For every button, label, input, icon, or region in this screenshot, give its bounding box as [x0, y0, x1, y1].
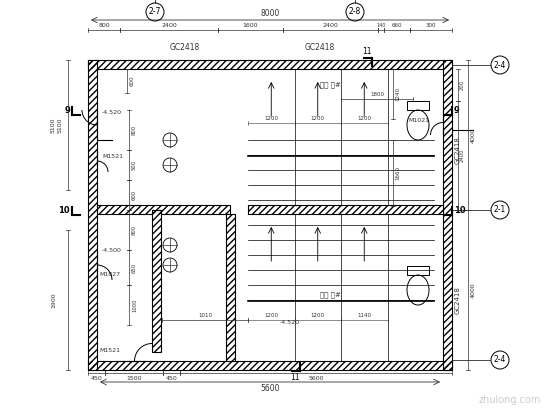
- Text: 排风 间#: 排风 间#: [320, 82, 340, 88]
- Text: -4.520: -4.520: [280, 320, 300, 325]
- Text: 2400: 2400: [460, 149, 465, 162]
- Bar: [443, 60, 452, 370]
- Text: 500: 500: [132, 160, 137, 170]
- Text: zhulong.com: zhulong.com: [479, 395, 541, 405]
- Text: 10: 10: [58, 206, 70, 215]
- Bar: [97, 205, 230, 214]
- Text: 300: 300: [426, 23, 436, 28]
- Bar: [443, 60, 452, 370]
- Bar: [152, 210, 161, 352]
- Text: 5100: 5100: [51, 117, 56, 133]
- Text: -4.500: -4.500: [102, 247, 122, 252]
- Bar: [88, 60, 97, 370]
- Text: 5600: 5600: [260, 384, 280, 393]
- Bar: [407, 101, 429, 110]
- Bar: [226, 214, 235, 361]
- Text: 1000: 1000: [132, 298, 137, 312]
- Text: 2-8: 2-8: [349, 8, 361, 16]
- Text: 450: 450: [91, 376, 102, 381]
- Bar: [97, 205, 230, 214]
- Bar: [152, 210, 161, 352]
- Text: 650: 650: [132, 262, 137, 273]
- Bar: [88, 361, 452, 370]
- Bar: [248, 205, 443, 214]
- Text: 5100: 5100: [58, 117, 63, 133]
- Text: 1600: 1600: [242, 23, 258, 28]
- Text: 1500: 1500: [126, 376, 142, 381]
- Text: 2400: 2400: [161, 23, 177, 28]
- Text: 9: 9: [64, 106, 70, 115]
- Text: GC2418: GC2418: [455, 136, 461, 164]
- Text: 450: 450: [166, 376, 178, 381]
- Text: GC2418: GC2418: [305, 42, 335, 52]
- Text: M1021: M1021: [408, 118, 429, 123]
- Text: 1200: 1200: [311, 116, 325, 121]
- Bar: [407, 266, 429, 275]
- Text: 1900: 1900: [51, 292, 56, 308]
- Text: 1200: 1200: [264, 116, 278, 121]
- Text: 140: 140: [376, 23, 386, 28]
- Text: M1521: M1521: [102, 155, 123, 160]
- Text: 1660: 1660: [395, 166, 400, 180]
- Text: 9: 9: [454, 106, 460, 115]
- Text: GC2418: GC2418: [170, 42, 200, 52]
- Bar: [226, 214, 235, 361]
- Bar: [88, 60, 97, 370]
- Bar: [88, 60, 452, 69]
- Text: 2-4: 2-4: [494, 60, 506, 69]
- Text: 1200: 1200: [311, 313, 325, 318]
- Bar: [88, 60, 452, 69]
- Text: 600: 600: [130, 76, 135, 86]
- Text: 11: 11: [362, 47, 372, 56]
- Text: M1521: M1521: [99, 347, 120, 352]
- Text: 4000: 4000: [471, 127, 476, 143]
- Text: 1200: 1200: [264, 313, 278, 318]
- Text: GC2418: GC2418: [455, 286, 461, 314]
- Text: 2-4: 2-4: [494, 355, 506, 365]
- Bar: [88, 361, 452, 370]
- Text: 8000: 8000: [260, 9, 279, 18]
- Text: 5600: 5600: [308, 376, 324, 381]
- Text: 800: 800: [132, 225, 137, 235]
- Text: 1800: 1800: [370, 92, 384, 97]
- Text: 800: 800: [132, 125, 137, 135]
- Bar: [248, 205, 443, 214]
- Text: M1827: M1827: [99, 273, 120, 278]
- Text: 11: 11: [291, 373, 300, 382]
- Text: 2-7: 2-7: [149, 8, 161, 16]
- Text: 200: 200: [460, 80, 465, 90]
- Text: 660: 660: [392, 23, 402, 28]
- Text: 10: 10: [454, 206, 465, 215]
- Text: 1200: 1200: [357, 116, 371, 121]
- Text: 2-1: 2-1: [494, 205, 506, 215]
- Text: 1140: 1140: [357, 313, 371, 318]
- Text: 4000: 4000: [471, 282, 476, 298]
- Text: 1010: 1010: [198, 313, 212, 318]
- Text: 800: 800: [98, 23, 110, 28]
- Text: 600: 600: [132, 190, 137, 200]
- Text: -4.520: -4.520: [102, 110, 122, 115]
- Text: 1240: 1240: [395, 87, 400, 101]
- Text: 2400: 2400: [323, 23, 338, 28]
- Text: 排风 间#: 排风 间#: [320, 292, 340, 298]
